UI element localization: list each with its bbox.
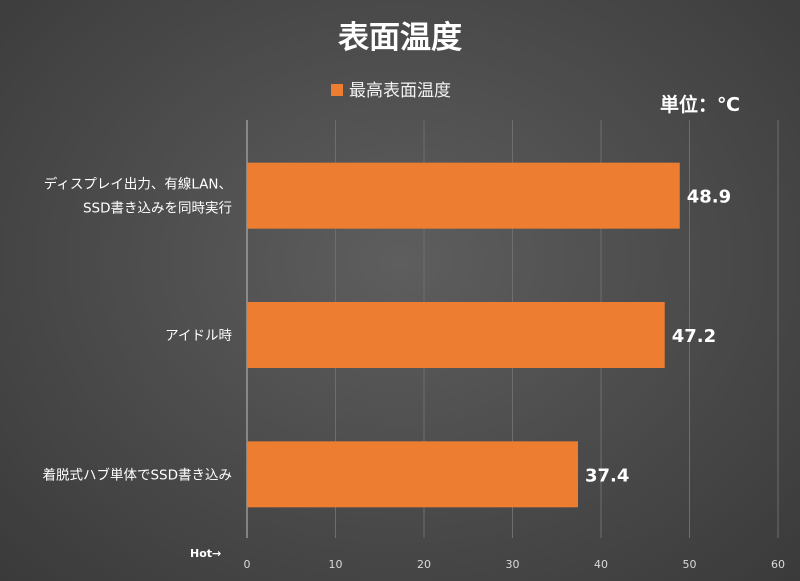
legend: 最高表面温度 bbox=[331, 81, 451, 101]
x-tick-label-0: 0 bbox=[244, 558, 251, 571]
axis-note: Hot→ bbox=[190, 547, 221, 560]
bars bbox=[247, 162, 680, 508]
category-label-0-line-1: SSD書き込みを同時実行 bbox=[83, 201, 232, 217]
bar-1 bbox=[247, 302, 665, 368]
x-tick-label-60: 60 bbox=[771, 558, 785, 571]
x-tick-label-20: 20 bbox=[417, 558, 431, 571]
chart-title: 表面温度 bbox=[338, 20, 462, 56]
x-tick-label-40: 40 bbox=[594, 558, 608, 571]
x-tick-label-10: 10 bbox=[329, 558, 343, 571]
value-label-0: 48.9 bbox=[687, 187, 731, 208]
bar-2 bbox=[247, 441, 578, 508]
value-label-2: 37.4 bbox=[585, 465, 629, 486]
labels: 0 10 20 30 40 50 60 48.9 ディスプレイ出力、有線LAN、 SSD書き込みを… bbox=[42, 176, 785, 571]
unit-label: 単位：℃ bbox=[660, 93, 740, 116]
legend-swatch bbox=[331, 84, 343, 96]
category-label-1: アイドル時 bbox=[165, 328, 232, 344]
category-label-0-line-0: ディスプレイ出力、有線LAN、 bbox=[44, 176, 232, 193]
category-label-2: 着脱式ハブ単体でSSD書き込み bbox=[42, 466, 232, 483]
legend-label: 最高表面温度 bbox=[349, 81, 451, 101]
x-tick-label-30: 30 bbox=[506, 558, 520, 571]
x-tick-label-50: 50 bbox=[683, 558, 697, 571]
value-label-1: 47.2 bbox=[672, 326, 716, 347]
bar-0 bbox=[247, 162, 680, 229]
